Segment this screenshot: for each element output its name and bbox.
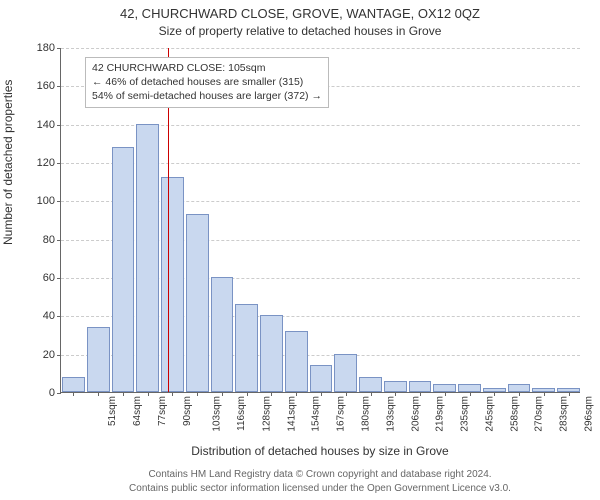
xtick-mark — [148, 392, 149, 396]
xtick-mark — [296, 392, 297, 396]
x-axis-label: Distribution of detached houses by size … — [60, 444, 580, 458]
histogram-bar — [310, 365, 333, 392]
ytick-label: 60 — [43, 272, 55, 284]
xtick-mark — [395, 392, 396, 396]
annotation-box: 42 CHURCHWARD CLOSE: 105sqm← 46% of deta… — [85, 57, 329, 108]
xtick-label: 154sqm — [311, 396, 322, 432]
histogram-bar — [508, 384, 531, 392]
footer-copyright-2: Contains public sector information licen… — [60, 483, 580, 494]
ytick-mark — [57, 163, 61, 164]
ytick-label: 40 — [43, 310, 55, 322]
ytick-label: 0 — [49, 387, 55, 399]
xtick-mark — [123, 392, 124, 396]
histogram-bar — [359, 377, 382, 392]
gridline — [61, 48, 580, 49]
y-axis-label: Number of detached properties — [1, 80, 15, 245]
xtick-label: 90sqm — [182, 396, 193, 426]
histogram-bar — [161, 177, 184, 392]
ytick-label: 180 — [37, 42, 55, 54]
xtick-mark — [321, 392, 322, 396]
ytick-label: 160 — [37, 80, 55, 92]
xtick-label: 116sqm — [236, 396, 247, 431]
histogram-bar — [136, 124, 159, 392]
xtick-label: 64sqm — [132, 396, 143, 426]
histogram-bar — [235, 304, 258, 392]
xtick-label: 128sqm — [262, 396, 273, 432]
histogram-bar — [186, 214, 209, 392]
xtick-label: 103sqm — [212, 396, 223, 432]
xtick-mark — [494, 392, 495, 396]
xtick-label: 206sqm — [410, 396, 421, 432]
ytick-mark — [57, 278, 61, 279]
xtick-mark — [569, 392, 570, 396]
chart-container: 42, CHURCHWARD CLOSE, GROVE, WANTAGE, OX… — [0, 0, 600, 500]
histogram-bar — [211, 277, 234, 392]
xtick-mark — [544, 392, 545, 396]
plot-area: 42 CHURCHWARD CLOSE: 105sqm← 46% of deta… — [60, 48, 580, 393]
ytick-label: 20 — [43, 349, 55, 361]
annotation-line: 54% of semi-detached houses are larger (… — [92, 89, 322, 103]
xtick-label: 141sqm — [286, 396, 297, 432]
xtick-mark — [445, 392, 446, 396]
footer-copyright-1: Contains HM Land Registry data © Crown c… — [60, 469, 580, 480]
histogram-bar — [112, 147, 135, 392]
xtick-label: 283sqm — [559, 396, 570, 432]
xtick-mark — [73, 392, 74, 396]
histogram-bar — [433, 384, 456, 392]
xtick-label: 245sqm — [484, 396, 495, 432]
xtick-label: 167sqm — [336, 396, 347, 432]
xtick-mark — [98, 392, 99, 396]
xtick-label: 219sqm — [435, 396, 446, 432]
ytick-mark — [57, 201, 61, 202]
xtick-label: 193sqm — [385, 396, 396, 432]
histogram-bar — [458, 384, 481, 392]
histogram-bar — [334, 354, 357, 392]
ytick-label: 80 — [43, 234, 55, 246]
xtick-mark — [420, 392, 421, 396]
xtick-label: 77sqm — [157, 396, 168, 426]
xtick-mark — [247, 392, 248, 396]
xtick-label: 235sqm — [460, 396, 471, 432]
xtick-mark — [346, 392, 347, 396]
xtick-mark — [271, 392, 272, 396]
xtick-label: 51sqm — [107, 396, 118, 426]
histogram-bar — [409, 381, 432, 393]
ytick-mark — [57, 316, 61, 317]
histogram-bar — [260, 315, 283, 392]
ytick-mark — [57, 125, 61, 126]
ytick-label: 140 — [37, 119, 55, 131]
xtick-mark — [371, 392, 372, 396]
histogram-bar — [87, 327, 110, 392]
ytick-label: 120 — [37, 157, 55, 169]
chart-title-sub: Size of property relative to detached ho… — [0, 24, 600, 38]
xtick-mark — [197, 392, 198, 396]
histogram-bar — [62, 377, 85, 392]
histogram-bar — [285, 331, 308, 392]
ytick-mark — [57, 355, 61, 356]
xtick-mark — [519, 392, 520, 396]
xtick-label: 270sqm — [534, 396, 545, 432]
xtick-mark — [222, 392, 223, 396]
ytick-mark — [57, 86, 61, 87]
ytick-mark — [57, 48, 61, 49]
annotation-line: ← 46% of detached houses are smaller (31… — [92, 75, 322, 89]
ytick-label: 100 — [37, 195, 55, 207]
xtick-label: 296sqm — [583, 396, 594, 432]
ytick-mark — [57, 393, 61, 394]
xtick-label: 258sqm — [509, 396, 520, 432]
histogram-bar — [384, 381, 407, 393]
ytick-mark — [57, 240, 61, 241]
chart-title-main: 42, CHURCHWARD CLOSE, GROVE, WANTAGE, OX… — [0, 6, 600, 21]
annotation-line: 42 CHURCHWARD CLOSE: 105sqm — [92, 61, 322, 75]
xtick-mark — [470, 392, 471, 396]
xtick-mark — [172, 392, 173, 396]
xtick-label: 180sqm — [361, 396, 372, 432]
